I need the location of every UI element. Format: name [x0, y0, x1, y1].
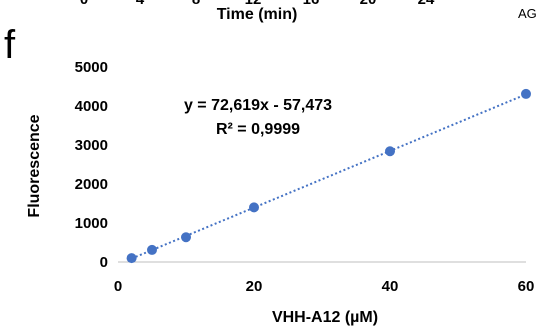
top-partial-axis: 0 4 8 12 16 20 24 Time (min)	[80, 0, 435, 23]
y-axis-title: Fluorescence	[26, 114, 43, 217]
data-point	[521, 88, 531, 99]
top-tick-label: 4	[136, 0, 145, 8]
x-tick-label: 20	[246, 278, 263, 295]
y-tick-label: 0	[100, 254, 108, 271]
data-point	[249, 202, 259, 213]
panel-label: f	[4, 23, 16, 67]
x-tick-label: 0	[114, 278, 122, 295]
y-tick-label: 4000	[75, 98, 108, 115]
trendline	[131, 93, 527, 260]
x-axis-title: VHH-A12 (µM)	[272, 309, 378, 326]
data-point	[126, 253, 137, 264]
corner-label: AG	[518, 6, 537, 21]
y-tick-label: 2000	[75, 176, 108, 193]
x-tick-labels: 0 20 40 60	[114, 278, 535, 295]
data-point	[181, 232, 191, 243]
top-x-axis-title: Time (min)	[217, 6, 298, 23]
top-tick-label: 12	[245, 0, 262, 8]
data-point	[147, 244, 157, 255]
y-tick-labels: 0 1000 2000 3000 4000 5000	[75, 59, 108, 271]
top-tick-label: 20	[360, 0, 377, 8]
top-tick-label: 16	[303, 0, 320, 8]
x-tick-label: 60	[518, 278, 535, 295]
data-point	[385, 146, 395, 157]
y-tick-label: 1000	[75, 215, 108, 232]
y-tick-label: 3000	[75, 137, 108, 154]
y-tick-label: 5000	[75, 59, 108, 76]
r-squared-label: R² = 0,9999	[216, 121, 300, 138]
data-points	[126, 88, 531, 264]
top-tick-label: 0	[80, 0, 88, 8]
top-tick-label: 8	[192, 0, 200, 8]
trendline-equation: y = 72,619x - 57,473	[184, 97, 332, 114]
x-tick-label: 40	[382, 278, 399, 295]
top-tick-label: 24	[418, 0, 435, 8]
